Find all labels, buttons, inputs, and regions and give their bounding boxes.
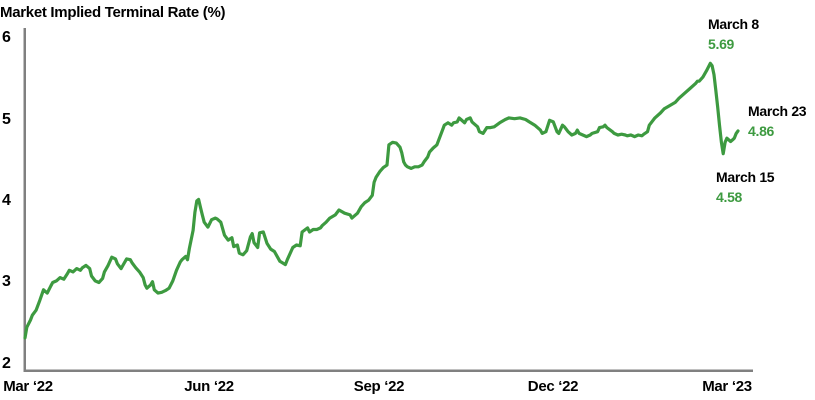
y-axis-line	[23, 28, 26, 371]
rate-line-series	[23, 61, 740, 340]
y-tick-6: 6	[2, 29, 11, 46]
x-tick-sep22: Sep ‘22	[353, 378, 405, 395]
annotation-march-23: March 23 4.86	[748, 101, 807, 141]
x-tick-mar23: Mar ‘23	[702, 378, 752, 395]
annotation-march-23-date: March 23	[748, 103, 807, 119]
y-tick-3: 3	[2, 273, 11, 290]
annotation-march-15-value: 4.58	[716, 189, 743, 205]
annotation-march-15-date: March 15	[716, 169, 775, 185]
x-tick-mar22: Mar ‘22	[3, 378, 53, 395]
x-axis-line	[23, 369, 753, 372]
x-tick-dec22: Dec ‘22	[527, 378, 579, 395]
y-tick-2: 2	[2, 355, 11, 372]
annotation-march-8-value: 5.69	[708, 36, 735, 52]
y-tick-5: 5	[2, 111, 11, 128]
chart-title: Market Implied Terminal Rate (%)	[0, 4, 226, 21]
annotation-march-15: March 15 4.58	[716, 167, 775, 207]
x-tick-jun22: Jun ‘22	[184, 378, 234, 395]
y-tick-4: 4	[2, 192, 11, 209]
annotation-march-23-value: 4.86	[748, 123, 775, 139]
annotation-march-8: March 8 5.69	[708, 14, 759, 54]
annotation-march-8-date: March 8	[708, 16, 759, 32]
